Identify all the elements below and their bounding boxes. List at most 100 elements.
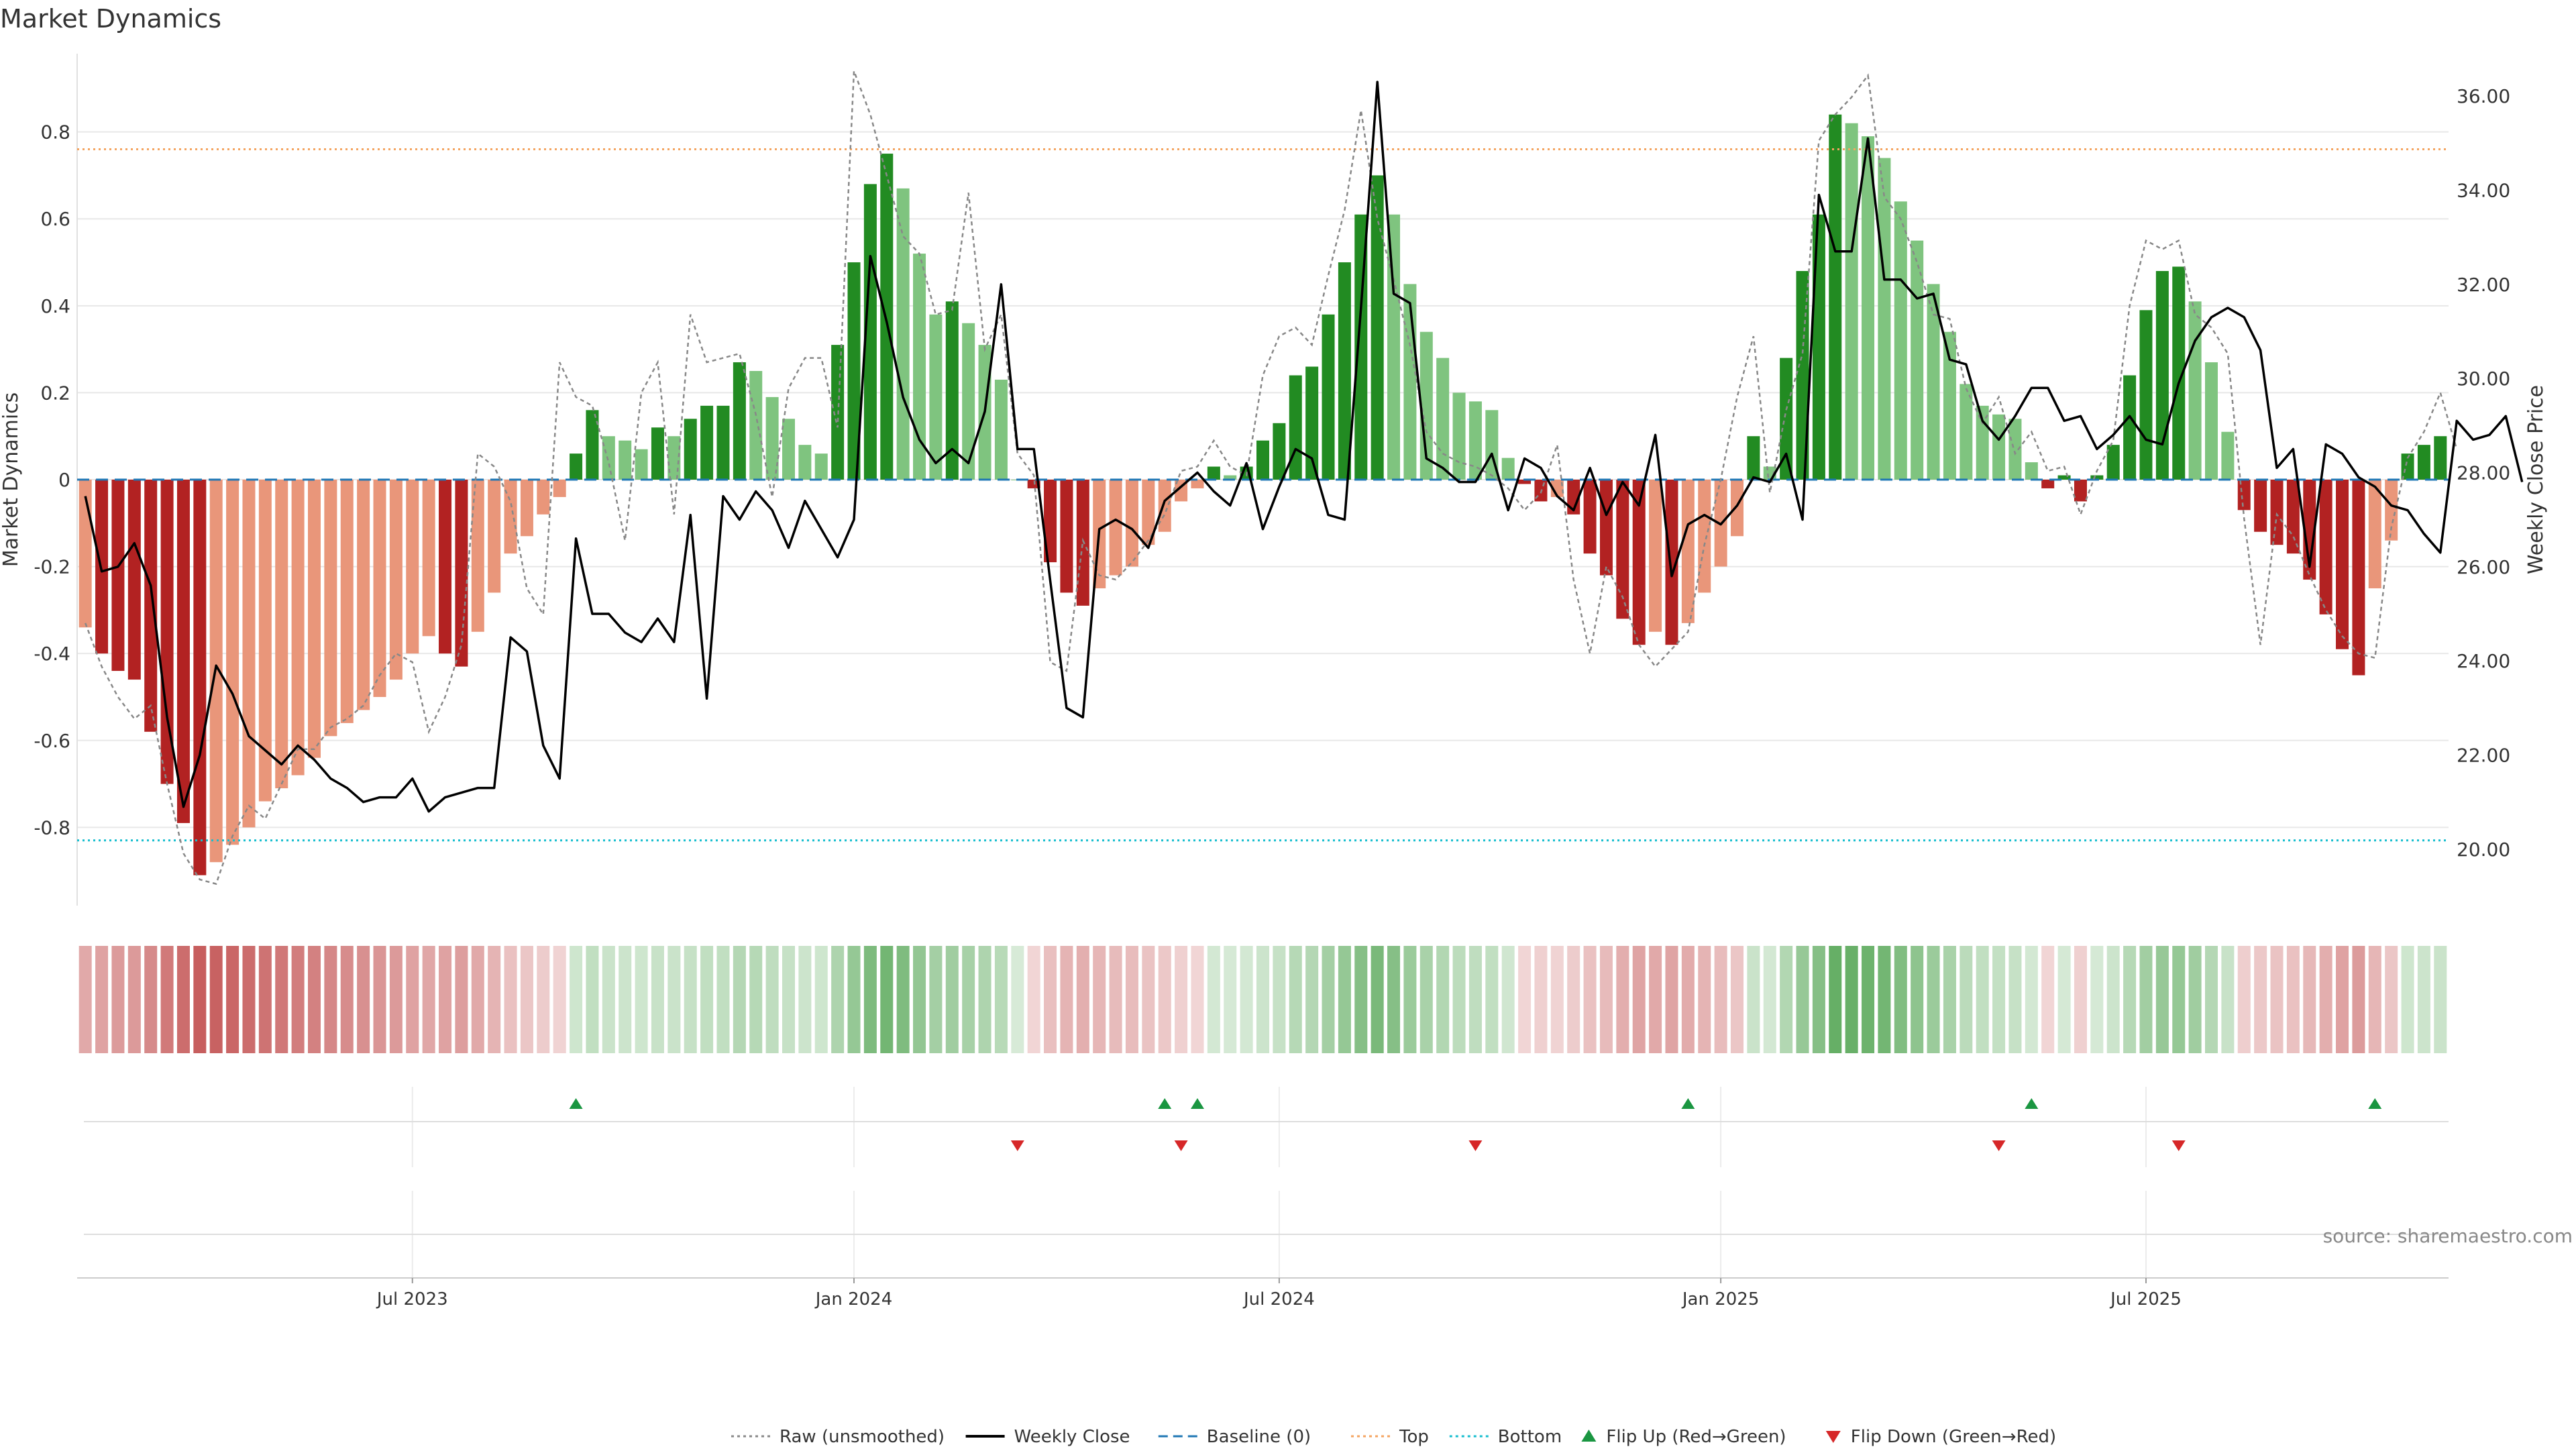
heat-cell	[667, 946, 681, 1053]
heat-cell	[700, 946, 714, 1053]
heat-cell	[471, 946, 484, 1053]
heat-cell	[1273, 946, 1286, 1053]
flip-up-marker	[1681, 1098, 1695, 1109]
bar	[1076, 480, 1089, 606]
heat-cell	[1011, 946, 1024, 1053]
heat-cell	[144, 946, 158, 1053]
bar	[144, 480, 158, 732]
heat-cell	[831, 946, 845, 1053]
bar	[1862, 136, 1875, 480]
heat-cell	[1518, 946, 1532, 1053]
y2-tick-label: 32.00	[2457, 274, 2510, 296]
bar	[2352, 480, 2365, 676]
heat-cell	[1158, 946, 1171, 1053]
bar	[1371, 175, 1384, 480]
heat-cell	[1256, 946, 1270, 1053]
heat-cell	[389, 946, 402, 1053]
bar	[307, 480, 321, 758]
heat-cell	[651, 946, 664, 1053]
bar	[1780, 358, 1793, 480]
flip-down-marker	[2171, 1140, 2186, 1151]
heat-cell	[1436, 946, 1450, 1053]
heat-cell	[765, 946, 779, 1053]
bar	[1109, 480, 1122, 576]
bar	[994, 379, 1008, 480]
heat-cell	[1468, 946, 1482, 1053]
heat-cell	[2057, 946, 2071, 1053]
heat-cell	[1763, 946, 1776, 1053]
bar	[1387, 214, 1401, 480]
bar	[619, 440, 632, 480]
x-tick-label: Jul 2024	[1242, 1289, 1315, 1309]
bar	[1060, 480, 1073, 593]
bar	[945, 301, 959, 480]
y-tick-label: -0.2	[34, 556, 70, 578]
bar	[1878, 158, 1891, 480]
bar	[733, 362, 746, 480]
y2-tick-label: 20.00	[2457, 839, 2510, 861]
flip-down-marker	[1010, 1140, 1024, 1151]
bar	[1354, 214, 1368, 480]
heat-cell	[2368, 946, 2381, 1053]
bar	[537, 480, 550, 515]
bar	[193, 480, 207, 875]
bar	[357, 480, 370, 710]
flip-down-marker	[1174, 1140, 1188, 1151]
bar	[1273, 423, 1286, 480]
bar	[1044, 480, 1057, 563]
legend-item: Flip Up (Red→Green)	[1581, 1427, 1786, 1447]
heat-cell	[537, 946, 550, 1053]
heat-cell	[602, 946, 615, 1053]
flip-up-marker	[1190, 1098, 1204, 1109]
heat-cell	[1829, 946, 1842, 1053]
heat-cell	[635, 946, 648, 1053]
bar	[2286, 480, 2300, 554]
legend-item: Top	[1351, 1427, 1429, 1447]
bar	[2368, 480, 2381, 588]
flip-up-marker	[2368, 1098, 2382, 1109]
heat-cell	[1550, 946, 1564, 1053]
legend-flip-down-icon	[1825, 1431, 1841, 1443]
heat-cell	[160, 946, 174, 1053]
bar	[700, 405, 714, 480]
heat-cell	[504, 946, 517, 1053]
heat-cell	[226, 946, 239, 1053]
heat-cell	[2008, 946, 2022, 1053]
heat-cell	[1927, 946, 1940, 1053]
heat-cell	[1289, 946, 1302, 1053]
heat-cell	[127, 946, 141, 1053]
heat-cell	[1175, 946, 1188, 1053]
heat-cell	[2254, 946, 2267, 1053]
bar	[455, 480, 468, 667]
heat-cell	[1943, 946, 1956, 1053]
bar	[2221, 431, 2235, 480]
bar	[471, 480, 484, 632]
bar	[2057, 475, 2071, 480]
y-axis-label: Market Dynamics	[0, 392, 23, 568]
bar	[2417, 445, 2430, 480]
heat-cell	[2123, 946, 2137, 1053]
bar	[2172, 266, 2186, 480]
heat-cell	[1665, 946, 1678, 1053]
bar	[160, 480, 174, 784]
heat-cell	[749, 946, 763, 1053]
heat-cell	[1305, 946, 1319, 1053]
heat-cell	[814, 946, 828, 1053]
legend-label: Bottom	[1498, 1427, 1562, 1447]
heat-cell	[1338, 946, 1351, 1053]
heat-cell	[1224, 946, 1237, 1053]
heat-cell	[798, 946, 812, 1053]
bar	[570, 453, 583, 480]
heat-cell	[1812, 946, 1825, 1053]
heat-cell	[863, 946, 877, 1053]
heat-cell	[929, 946, 943, 1053]
heat-cell	[1125, 946, 1138, 1053]
bar	[1125, 480, 1138, 567]
bar	[1812, 214, 1825, 480]
heat-cell	[78, 946, 92, 1053]
y-tick-label: 0	[58, 469, 70, 491]
y2-tick-label: 24.00	[2457, 650, 2510, 672]
source-label: source: sharemaestro.com	[2323, 1225, 2573, 1247]
